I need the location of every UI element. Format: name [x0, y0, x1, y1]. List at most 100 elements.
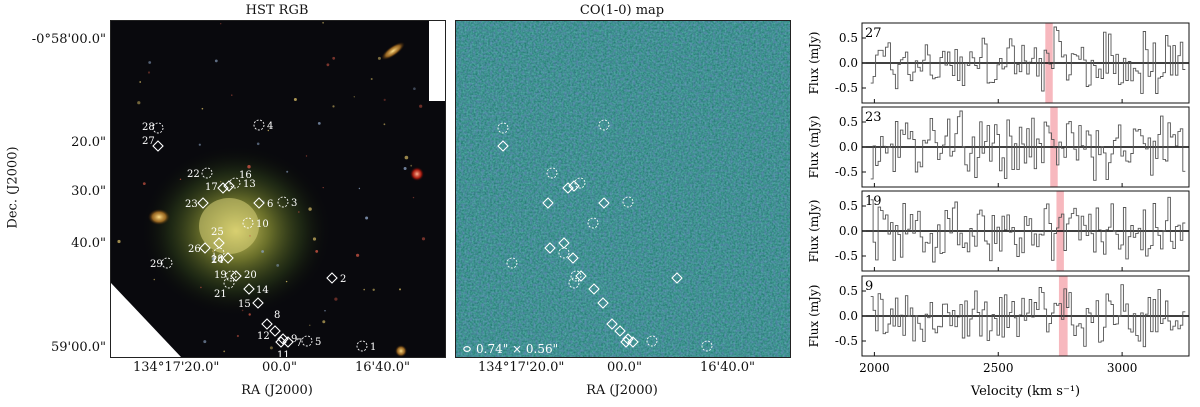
- background-source: [308, 207, 312, 211]
- bright-star-bottom: [395, 345, 407, 357]
- source-circle-4: [253, 119, 265, 131]
- source-circle-10: [242, 217, 254, 229]
- source-diamond-6: [598, 197, 610, 209]
- co-ra-tick-1: 00.0": [607, 360, 642, 375]
- x-tick-label: 2500: [983, 361, 1014, 375]
- background-source: [363, 288, 365, 291]
- background-source: [403, 167, 407, 170]
- source-diamond-20: [575, 270, 587, 282]
- dec-tick-1: 20.0": [71, 135, 106, 150]
- spectrum-line: [870, 110, 1186, 181]
- source-diamond-14: [243, 283, 255, 295]
- background-source: [198, 143, 201, 146]
- dec-tick-3: 40.0": [71, 236, 106, 251]
- y-tick-label: 0.5: [839, 31, 858, 45]
- spectrum-line: [870, 284, 1186, 348]
- background-source: [137, 101, 141, 105]
- background-source: [293, 98, 297, 101]
- source-label-14: 14: [256, 285, 269, 296]
- y-tick-label: 0.5: [839, 284, 858, 298]
- background-source: [269, 346, 273, 350]
- source-label-9: 9: [291, 334, 297, 345]
- spectrum-id-label: 19: [865, 194, 882, 209]
- background-source: [220, 181, 222, 183]
- source-label-27: 27: [142, 136, 155, 147]
- source-circle-22: [546, 167, 558, 179]
- background-source: [247, 165, 251, 169]
- background-source: [312, 237, 317, 241]
- source-circle-22: [201, 167, 213, 179]
- background-source: [214, 59, 218, 63]
- source-diamond-17: [562, 182, 574, 194]
- co-ra-tick-0: 134°17'20.0": [478, 360, 565, 375]
- source-label-3: 3: [291, 198, 297, 209]
- source-diamond-8: [606, 318, 618, 330]
- source-diamond-27: [497, 140, 509, 152]
- co-ra-label: RA (J2000): [586, 383, 658, 398]
- background-source: [332, 56, 336, 60]
- y-tick-label: -0.5: [835, 81, 858, 95]
- background-source: [276, 264, 280, 267]
- background-source: [201, 107, 204, 110]
- hst-panel-title: HST RGB: [245, 3, 309, 18]
- co-map-image: 0.74" × 0.56": [456, 21, 790, 357]
- background-source: [211, 250, 215, 253]
- source-diamond-7: [627, 336, 639, 348]
- source-circle-21: [568, 277, 580, 289]
- source-diamond-26: [544, 242, 556, 254]
- source-label-28: 28: [142, 122, 155, 133]
- source-diamond-17: [217, 182, 229, 194]
- background-source: [148, 61, 152, 64]
- background-source: [353, 96, 355, 98]
- spectrum-panel-27: 27 0.5 0.0 -0.5 Flux (mJy): [807, 22, 1190, 104]
- source-label-21: 21: [214, 289, 227, 300]
- background-source: [249, 235, 251, 237]
- source-label-24: 24: [211, 255, 224, 266]
- spectrum-id-label: 9: [865, 279, 873, 294]
- background-source: [241, 309, 244, 312]
- background-source: [248, 313, 251, 316]
- y-tick-label: 0.0: [839, 224, 858, 238]
- source-diamond-2: [671, 272, 683, 284]
- source-circle-3: [277, 196, 289, 208]
- source-circle-28: [497, 122, 509, 134]
- background-source: [305, 155, 308, 157]
- y-tick-label: 0.5: [839, 115, 858, 129]
- spectrum-id-label: 27: [865, 26, 882, 41]
- background-source: [317, 122, 321, 125]
- source-diamond-15: [252, 297, 264, 309]
- beam-ellipse: [463, 346, 471, 353]
- source-label-4: 4: [267, 121, 273, 132]
- background-source: [358, 187, 361, 190]
- background-source: [203, 340, 207, 344]
- source-diamond-18: [222, 252, 234, 264]
- source-diamond-15: [597, 297, 609, 309]
- y-tick-label: 0.0: [839, 56, 858, 70]
- hst-ra-tick-1: 00.0": [262, 360, 297, 375]
- source-diamond-18: [567, 252, 579, 264]
- background-source: [309, 324, 311, 326]
- source-label-17: 17: [205, 182, 218, 193]
- background-source: [297, 211, 300, 213]
- source-circle-1: [356, 340, 368, 352]
- source-circle-10: [587, 217, 599, 229]
- source-diamond-12: [614, 325, 626, 337]
- background-source: [267, 129, 269, 132]
- source-diamond-14: [588, 283, 600, 295]
- source-label-25: 25: [211, 227, 224, 238]
- background-source: [142, 182, 146, 186]
- spectrum-panel-23: 23 0.5 0.0 -0.5 Flux (mJy): [807, 106, 1190, 188]
- source-diamond-27: [152, 140, 164, 152]
- source-circle-29: [161, 257, 173, 269]
- spectrum-panel-19: 19 0.5 0.0 -0.5 Flux (mJy): [807, 190, 1190, 272]
- source-label-29: 29: [150, 259, 163, 270]
- spectra-panels: 27 0.5 0.0 -0.5 Flux (mJy) 23 0.5 0.0 -0.5 Flux (…: [807, 22, 1190, 399]
- source-diamond-2: [326, 272, 338, 284]
- spectrum-id-label: 23: [865, 110, 882, 125]
- dec-axis-label: Dec. (J2000): [5, 146, 21, 229]
- source-circle-29: [506, 257, 518, 269]
- source-diamond-16: [223, 180, 235, 192]
- background-source: [117, 239, 121, 244]
- source-diamond-23: [542, 197, 554, 209]
- co-source-markers: [497, 119, 713, 352]
